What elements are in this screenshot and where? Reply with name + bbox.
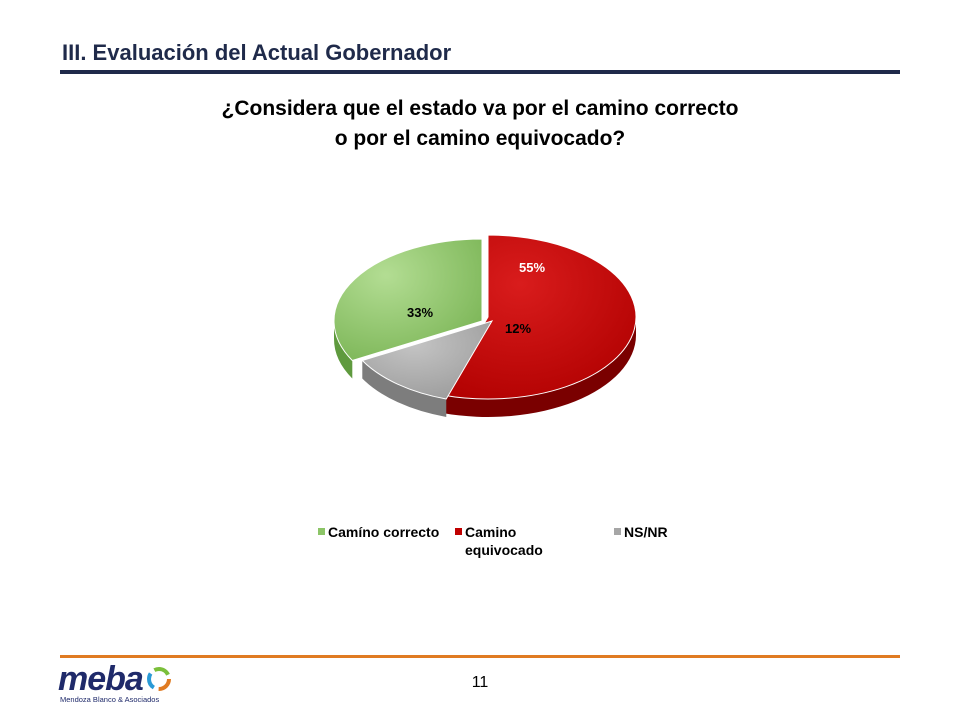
pie-tops [333, 234, 637, 400]
pie-side-camino-equivocado [442, 317, 636, 417]
legend-swatch-ns-nr [614, 528, 621, 535]
legend-label-camino-equivocado: Camino equivocado [465, 524, 543, 558]
page-number: 11 [471, 674, 489, 691]
survey-question: ¿Considera que el estado va por el camin… [130, 94, 830, 154]
legend-swatch-camino-equivocado [455, 528, 462, 535]
company-logo: meba Mendoza Blanco & Asociados [58, 660, 178, 708]
legend-swatch-camino-correcto [318, 528, 325, 535]
legend-label-ns-nr: NS/NR [624, 524, 668, 540]
pie-slice-camino-equivocado [441, 234, 637, 400]
logo-swirl-icon [147, 667, 171, 691]
section-title: III. Evaluación del Actual Gobernador [62, 40, 452, 65]
logo-tagline: Mendoza Blanco & Asociados [60, 695, 160, 704]
data-label-camino-equivocado: 55% [519, 260, 545, 275]
question-line-2: o por el camino equivocado? [334, 127, 626, 150]
data-label-camino-correcto: 33% [407, 305, 433, 320]
pie-side-ns-nr [362, 360, 447, 417]
footer-rule [60, 655, 900, 658]
pie-slice-camino-correcto [333, 238, 483, 362]
legend-label-camino-correcto: Camíno correcto [328, 524, 440, 540]
title-rule [60, 70, 900, 74]
pie-labels: 33% 55% 12% [407, 260, 545, 336]
data-label-ns-nr: 12% [505, 321, 531, 336]
logo-wordmark: meba [58, 660, 144, 698]
chart-legend: Camíno correcto Camino equivocado NS/NR [318, 523, 738, 569]
pie-slice-ns-nr [361, 320, 494, 400]
question-line-1: ¿Considera que el estado va por el camin… [221, 97, 739, 120]
